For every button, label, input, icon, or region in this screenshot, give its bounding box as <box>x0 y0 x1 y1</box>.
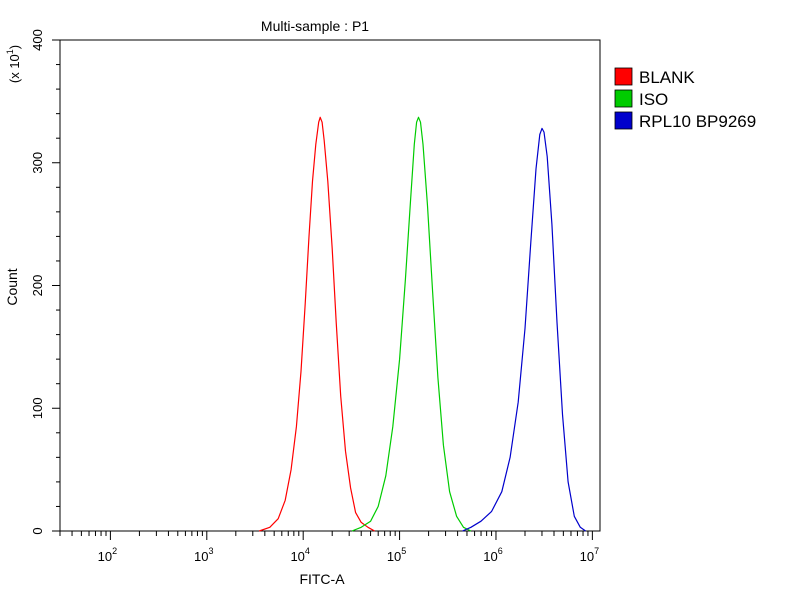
y-tick-label: 100 <box>30 397 45 419</box>
series-line-blank <box>259 116 375 532</box>
chart-title: Multi-sample : P1 <box>261 18 369 34</box>
y-axis-label: Count <box>4 268 20 305</box>
x-tick-label: 104 <box>290 546 309 564</box>
x-axis-label: FITC-A <box>299 571 345 587</box>
y-tick-label: 300 <box>30 152 45 174</box>
y-tick-label: 0 <box>30 527 45 534</box>
y-multiplier-label: (x 101) <box>5 45 22 83</box>
y-tick-label: 200 <box>30 275 45 297</box>
x-tick-label: 105 <box>387 546 406 564</box>
legend-swatch <box>614 67 633 86</box>
x-tick-label: 107 <box>580 546 599 564</box>
legend-swatch <box>614 89 633 108</box>
series-line-iso <box>351 116 472 532</box>
legend-label: ISO <box>639 90 668 109</box>
x-tick-label: 106 <box>483 546 502 564</box>
legend-label: BLANK <box>639 68 695 87</box>
legend-swatch <box>614 111 633 130</box>
series-line-rpl10-bp9269 <box>462 127 586 532</box>
plot-frame <box>59 39 601 532</box>
x-tick-label: 103 <box>194 546 213 564</box>
y-tick-label: 400 <box>30 29 45 51</box>
x-tick-label: 102 <box>98 546 117 564</box>
legend-label: RPL10 BP9269 <box>639 112 756 131</box>
